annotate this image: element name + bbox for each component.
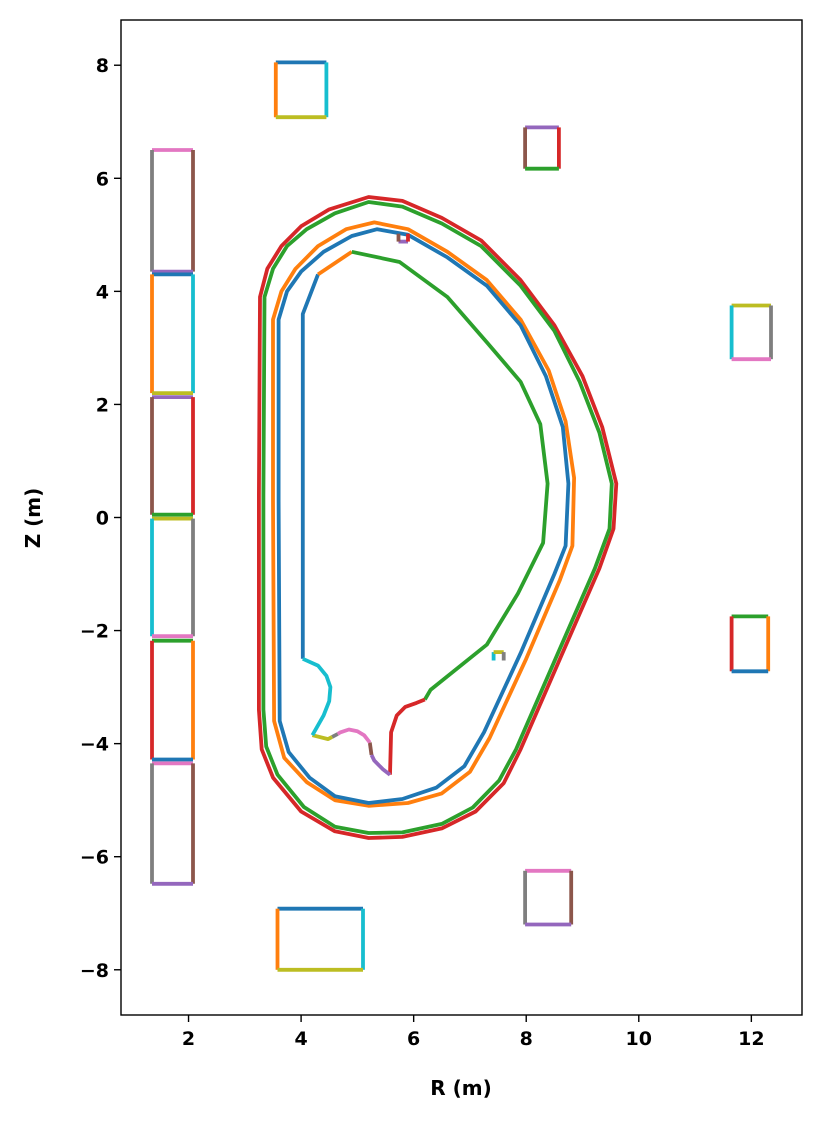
x-tick-label-10: 10 bbox=[626, 1028, 652, 1050]
y-tick-label-6: 6 bbox=[96, 168, 109, 190]
series-line-12 bbox=[311, 733, 334, 741]
x-axis-label: R (m) bbox=[430, 1076, 491, 1100]
series-line-8 bbox=[369, 754, 392, 777]
series-line-4 bbox=[300, 273, 320, 659]
y-tick-label--4: −4 bbox=[80, 734, 109, 756]
series-layer bbox=[150, 60, 773, 972]
x-tick-label-12: 12 bbox=[738, 1028, 764, 1050]
series-line-1 bbox=[261, 200, 614, 835]
y-tick-label--2: −2 bbox=[80, 621, 109, 643]
series-line-9 bbox=[367, 742, 374, 756]
plot-frame bbox=[120, 19, 803, 1016]
y-tick-label-4: 4 bbox=[96, 281, 109, 303]
x-axis: 2 4 6 8 10 12 bbox=[182, 1015, 765, 1050]
y-tick-label-8: 8 bbox=[96, 55, 109, 77]
x-tick-label-2: 2 bbox=[182, 1028, 195, 1050]
x-tick-label-4: 4 bbox=[294, 1028, 307, 1050]
y-axis: −8 −6 −4 −2 0 2 4 6 8 bbox=[80, 55, 121, 982]
series-line-2 bbox=[271, 220, 576, 808]
series-line-7 bbox=[388, 697, 426, 775]
y-tick-label-2: 2 bbox=[96, 394, 109, 416]
y-tick-label-0: 0 bbox=[96, 508, 109, 530]
series-line-10 bbox=[336, 727, 372, 744]
series-line-11 bbox=[331, 732, 339, 739]
y-tick-label--6: −6 bbox=[80, 847, 109, 869]
y-axis-label: Z (m) bbox=[21, 488, 45, 549]
series-line-3 bbox=[276, 227, 571, 805]
series-line-13 bbox=[302, 657, 333, 737]
series-line-6 bbox=[351, 249, 550, 701]
series-line-5 bbox=[316, 250, 353, 276]
series-line-0 bbox=[256, 195, 619, 840]
x-tick-label-8: 8 bbox=[520, 1028, 533, 1050]
x-tick-label-6: 6 bbox=[407, 1028, 420, 1050]
y-tick-label--8: −8 bbox=[80, 960, 109, 982]
